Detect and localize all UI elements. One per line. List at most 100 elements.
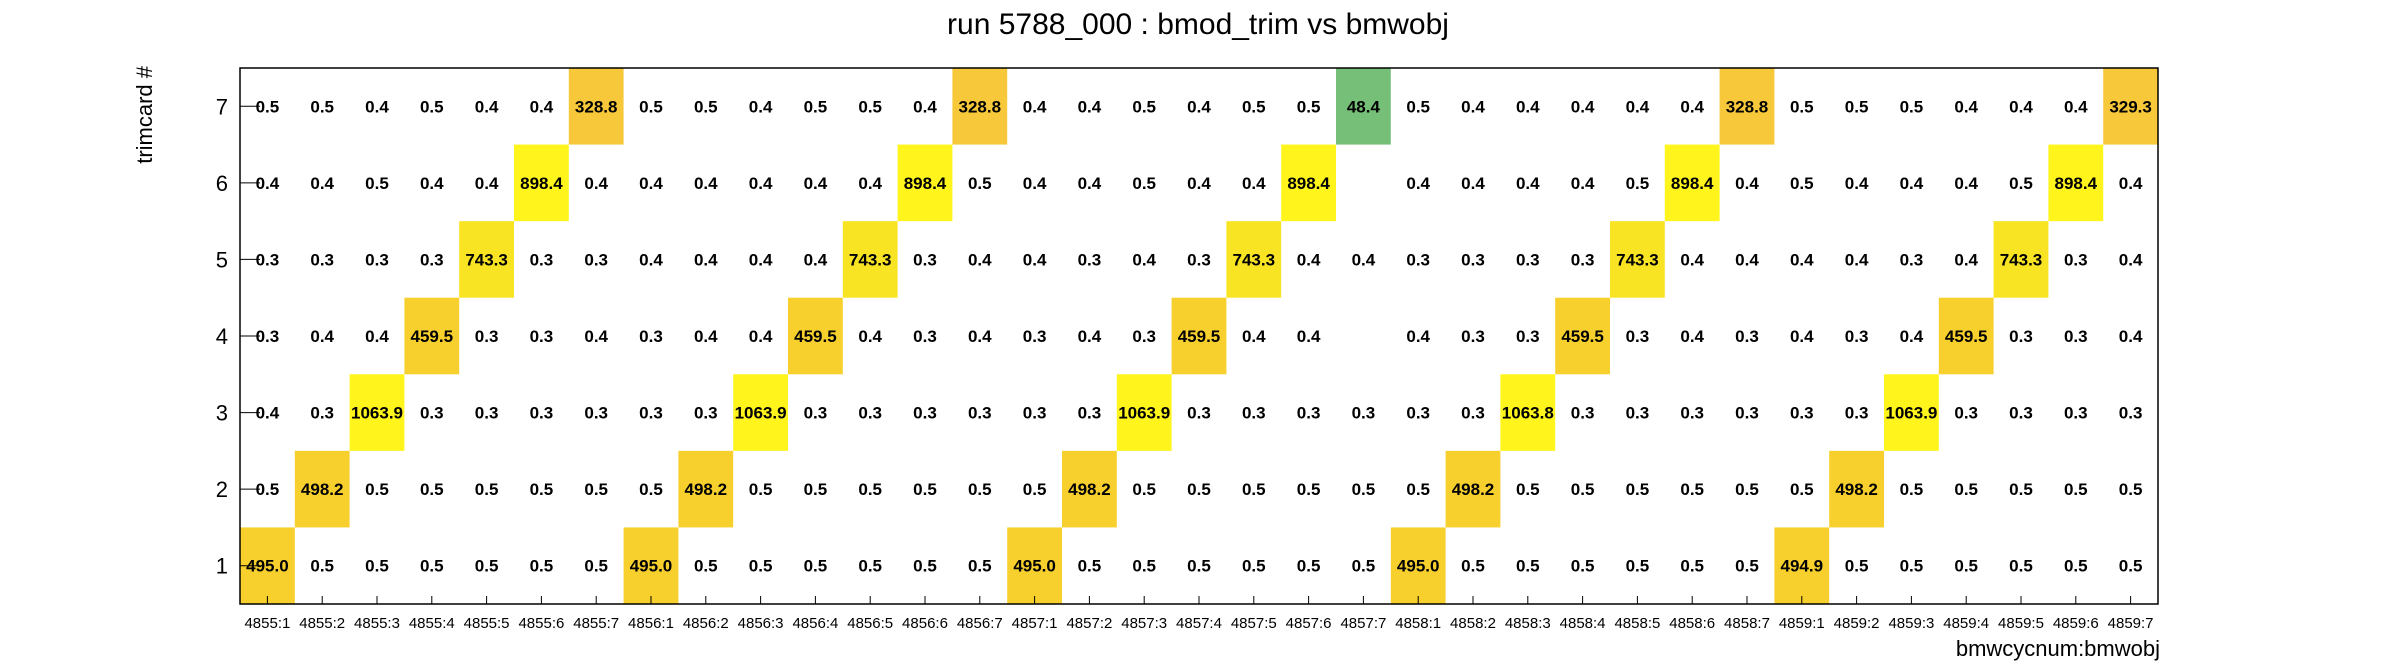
cell-value-label: 0.3 [639, 404, 663, 423]
heatmap-cell [349, 374, 405, 451]
x-tick-label: 4859:1 [1779, 615, 1825, 632]
x-tick-label: 4858:5 [1614, 615, 1660, 632]
x-tick-label: 4856:6 [902, 615, 948, 632]
cell-value-label: 498.2 [301, 480, 344, 499]
cell-value-label: 0.3 [804, 404, 828, 423]
x-tick-label: 4858:4 [1560, 615, 1606, 632]
cell-value-label: 0.3 [1735, 404, 1759, 423]
heatmap-cell [1281, 144, 1336, 222]
cell-value-label: 0.3 [420, 404, 444, 423]
cell-value-label: 0.3 [420, 250, 444, 269]
cell-value-label: 498.2 [685, 480, 728, 499]
cell-value-label: 0.5 [1078, 557, 1102, 576]
cell-value-label: 0.3 [1242, 404, 1266, 423]
cell-value-label: 0.5 [1680, 557, 1704, 576]
cell-value-label: 1063.9 [1118, 404, 1170, 423]
cell-value-label: 0.3 [1735, 327, 1759, 346]
cell-value-label: 0.4 [2119, 327, 2143, 346]
cell-value-label: 0.5 [1571, 480, 1595, 499]
cell-value-label: 0.5 [858, 97, 882, 116]
y-tick-label: 3 [216, 401, 228, 426]
cell-value-label: 459.5 [1945, 327, 1988, 346]
cell-value-label: 0.4 [1461, 174, 1485, 193]
cell-value-label: 0.3 [1132, 327, 1156, 346]
cell-value-label: 0.4 [2009, 97, 2033, 116]
cell-value-label: 0.4 [1078, 327, 1102, 346]
heatmap-cell [2103, 68, 2158, 145]
x-tick-label: 4858:1 [1395, 615, 1441, 632]
cell-value-label: 0.5 [584, 480, 608, 499]
heatmap-cells: 495.0 0.5 0.5 0.5 0.5 0.5 0.5 495.0 0.5 0.5 0.5 0.5… [240, 68, 2158, 604]
cell-value-label: 0.5 [2009, 174, 2033, 193]
cell-value-label: 329.3 [2109, 97, 2152, 116]
cell-value-label: 0.3 [1187, 250, 1211, 269]
heatmap-cell [1336, 68, 1391, 145]
cell-value-label: 743.3 [1233, 250, 1276, 269]
x-tick-label: 4855:4 [409, 615, 455, 632]
x-tick-label: 4858:3 [1505, 615, 1551, 632]
cell-value-label: 0.5 [1790, 97, 1814, 116]
x-tick-label: 4858:6 [1669, 615, 1715, 632]
x-tick-label: 4856:3 [738, 615, 784, 632]
cell-value-label: 0.4 [913, 97, 937, 116]
cell-value-label: 0.4 [1352, 250, 1376, 269]
cell-value-label: 0.3 [2064, 404, 2088, 423]
cell-value-label: 0.3 [310, 404, 334, 423]
cell-value-label: 898.4 [520, 174, 563, 193]
cell-value-label: 0.3 [365, 250, 389, 269]
cell-value-label: 0.5 [2064, 480, 2088, 499]
cell-value-label: 0.4 [310, 327, 334, 346]
cell-value-label: 0.5 [1845, 97, 1869, 116]
cell-value-label: 0.4 [420, 174, 444, 193]
heatmap-cell [2048, 144, 2104, 222]
cell-value-label: 0.5 [584, 557, 608, 576]
cell-value-label: 743.3 [2000, 250, 2043, 269]
y-tick-label: 7 [216, 94, 228, 119]
cell-value-label: 0.4 [365, 327, 389, 346]
heatmap-cell [1774, 527, 1830, 604]
heatmap-cell [842, 221, 898, 298]
cell-value-label: 0.3 [1680, 404, 1704, 423]
cell-value-label: 0.5 [1900, 97, 1924, 116]
cell-value-label: 0.4 [1680, 97, 1704, 116]
cell-value-label: 0.5 [1406, 97, 1430, 116]
cell-value-label: 495.0 [246, 557, 289, 576]
cell-value-label: 743.3 [849, 250, 892, 269]
cell-value-label: 498.2 [1835, 480, 1878, 499]
cell-value-label: 0.4 [1406, 174, 1430, 193]
heatmap-cell [1171, 297, 1227, 375]
cell-value-label: 0.4 [858, 174, 882, 193]
cell-value-label: 0.3 [1571, 404, 1595, 423]
x-tick-label: 4857:5 [1231, 615, 1277, 632]
cell-value-label: 0.4 [2064, 97, 2088, 116]
y-tick-label: 4 [216, 324, 228, 349]
cell-value-label: 0.4 [749, 327, 773, 346]
cell-value-label: 0.3 [530, 404, 554, 423]
cell-value-label: 0.3 [256, 327, 280, 346]
heatmap-cell [1226, 221, 1282, 298]
x-tick-label: 4856:1 [628, 615, 674, 632]
cell-value-label: 328.8 [575, 97, 618, 116]
cell-value-label: 0.4 [1954, 174, 1978, 193]
cell-value-label: 0.3 [1845, 327, 1869, 346]
cell-value-label: 0.5 [968, 557, 992, 576]
heatmap-cell [1555, 297, 1610, 375]
cell-value-label: 0.3 [1461, 404, 1485, 423]
x-tick-label: 4857:7 [1340, 615, 1386, 632]
cell-value-label: 0.5 [1516, 557, 1540, 576]
cell-value-label: 0.3 [1078, 404, 1102, 423]
cell-value-label: 0.3 [1406, 250, 1430, 269]
heatmap-cell [459, 221, 514, 298]
cell-value-label: 0.5 [639, 480, 663, 499]
cell-value-label: 0.5 [1132, 174, 1156, 193]
y-axis: 1 2 3 4 5 6 7 [216, 94, 260, 579]
heatmap-cell [404, 297, 460, 375]
heatmap-cell [952, 68, 1008, 145]
cell-value-label: 0.5 [1626, 557, 1650, 576]
cell-value-label: 0.4 [1187, 97, 1211, 116]
x-tick-label: 4859:4 [1943, 615, 1989, 632]
cell-value-label: 0.5 [420, 557, 444, 576]
cell-value-label: 0.5 [1735, 480, 1759, 499]
cell-value-label: 0.3 [584, 250, 608, 269]
cell-value-label: 0.4 [1954, 250, 1978, 269]
